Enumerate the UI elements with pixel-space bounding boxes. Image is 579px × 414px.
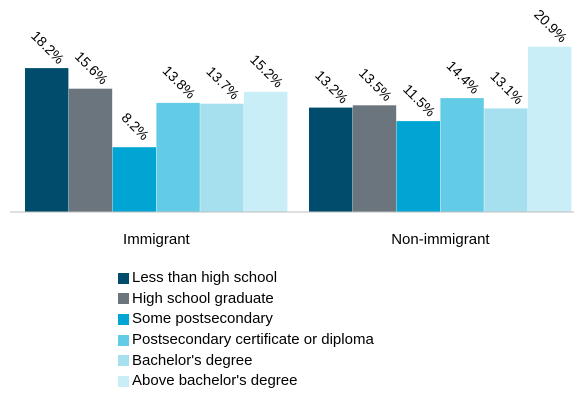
bar <box>156 102 200 212</box>
bar-value-label: 14.4% <box>444 57 483 96</box>
bar-value-label: 20.9% <box>531 6 570 45</box>
bar-value-label: 15.2% <box>247 51 286 90</box>
bars-group <box>25 46 572 213</box>
legend: Less than high school High school graduat… <box>118 268 374 392</box>
bar-value-label: 11.5% <box>400 81 439 120</box>
legend-item: Some postsecondary <box>118 309 374 330</box>
legend-label: Above bachelor's degree <box>132 372 298 390</box>
legend-item: High school graduate <box>118 289 374 310</box>
bar <box>396 121 440 212</box>
legend-swatch <box>118 355 129 367</box>
legend-label: Postsecondary certificate or diploma <box>132 331 374 349</box>
legend-swatch <box>118 272 129 284</box>
bar-value-label: 15.6% <box>72 48 111 87</box>
legend-swatch <box>118 334 129 346</box>
bar-value-label: 13.5% <box>356 65 395 104</box>
bar-value-label: 18.2% <box>28 27 67 66</box>
legend-label: Less than high school <box>132 269 278 287</box>
category-labels-group: Immigrant Non-immigrant <box>123 231 490 248</box>
legend-item: Bachelor's degree <box>118 350 374 371</box>
legend-item: Less than high school <box>118 268 374 289</box>
legend-label: Bachelor's degree <box>132 351 253 369</box>
bar <box>200 103 244 212</box>
category-label: Non-immigrant <box>391 231 490 248</box>
legend-item: Above bachelor's degree <box>118 371 374 392</box>
bar-value-label: 13.7% <box>203 63 242 102</box>
bar <box>309 107 353 212</box>
bar-value-label: 8.2% <box>118 109 152 143</box>
bar <box>484 108 528 212</box>
legend-item: Postsecondary certificate or diploma <box>118 330 374 351</box>
bar <box>244 91 288 212</box>
bar <box>68 88 113 212</box>
legend-swatch <box>118 293 129 305</box>
legend-swatch <box>118 375 129 387</box>
legend-label: Some postsecondary <box>132 310 273 328</box>
bar <box>528 46 572 213</box>
bar <box>25 68 69 212</box>
bar <box>352 105 397 212</box>
legend-swatch <box>118 313 129 325</box>
bar-value-label: 13.1% <box>487 68 526 107</box>
bar-value-label: 13.2% <box>312 67 351 106</box>
legend-label: High school graduate <box>132 289 274 307</box>
category-label: Immigrant <box>123 231 191 248</box>
bar-value-label: 13.8% <box>160 62 199 101</box>
bar <box>440 98 484 212</box>
bar <box>112 147 156 212</box>
